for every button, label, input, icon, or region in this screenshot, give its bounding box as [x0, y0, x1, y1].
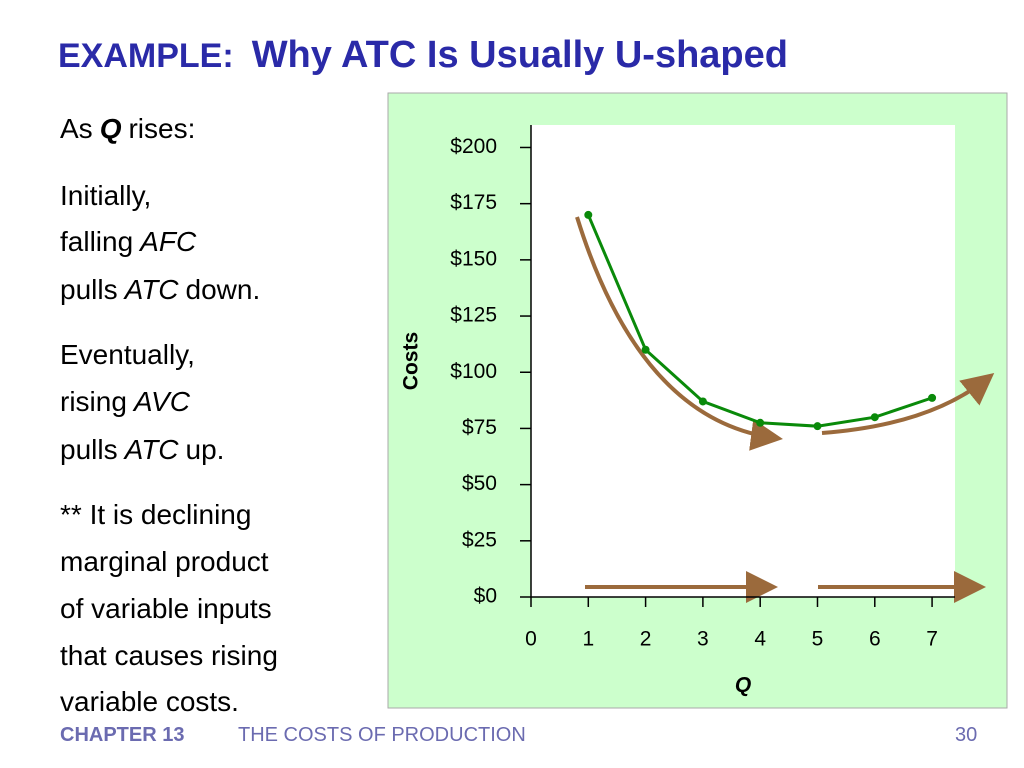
- x-tick-label: 7: [926, 628, 938, 651]
- x-tick-label: 4: [754, 628, 766, 651]
- y-tick-label: $150: [450, 247, 497, 270]
- y-axis-label: Costs: [400, 332, 423, 390]
- body-word: variable costs.: [60, 686, 239, 717]
- body-word: Eventually,: [60, 339, 195, 370]
- body-line: variable costs.: [60, 686, 246, 718]
- marker: [870, 413, 879, 422]
- marker: [641, 345, 650, 354]
- x-tick-label: 5: [812, 628, 824, 651]
- marker: [698, 397, 707, 406]
- body-word: ATC: [124, 274, 179, 305]
- title-text: Why ATC Is Usually U-shaped: [251, 34, 788, 76]
- body-line: pulls ATC down.: [60, 274, 267, 306]
- slide-title: EXAMPLE: Why ATC Is Usually U-shaped: [58, 34, 788, 77]
- marker: [756, 418, 765, 427]
- marker: [584, 210, 593, 219]
- body-word: pulls: [60, 434, 118, 465]
- body-line: falling AFC: [60, 226, 203, 258]
- body-word: AFC: [140, 226, 197, 257]
- body-line: ** It is declining: [60, 499, 258, 531]
- body-word: Q: [99, 113, 122, 144]
- y-tick-label: $25: [462, 528, 497, 551]
- body-word: of variable inputs: [60, 593, 272, 624]
- x-tick-label: 0: [525, 628, 537, 651]
- x-tick-label: 3: [697, 628, 709, 651]
- x-axis-label: Q: [735, 674, 751, 697]
- title-prefix: EXAMPLE:: [58, 37, 234, 75]
- body-word: ** It is declining: [60, 499, 252, 530]
- page-number: 30: [955, 724, 978, 746]
- body-word: down.: [185, 274, 261, 305]
- y-tick-label: $0: [474, 585, 497, 608]
- y-tick-label: $50: [462, 472, 497, 495]
- marker: [928, 393, 937, 402]
- afc-arrow: [575, 216, 783, 451]
- body-word: pulls: [60, 274, 118, 305]
- body-line: Initially,: [60, 180, 158, 212]
- body-word: marginal product: [60, 546, 269, 577]
- marker: [813, 422, 822, 431]
- x-tick-label: 6: [869, 628, 881, 651]
- body-word: rising: [60, 386, 127, 417]
- body-word: AVC: [133, 386, 190, 417]
- body-line: of variable inputs: [60, 593, 279, 625]
- body-word: falling: [60, 226, 134, 257]
- body-word: rises:: [128, 113, 196, 144]
- body-word: up.: [185, 434, 225, 465]
- body-line: Eventually,: [60, 339, 202, 371]
- body-line: pulls ATC up.: [60, 434, 231, 466]
- y-tick-label: $75: [462, 416, 497, 439]
- y-tick-label: $125: [450, 304, 497, 327]
- x-tick-label: 2: [640, 628, 652, 651]
- y-tick-label: $100: [450, 360, 497, 383]
- body-word: Initially,: [60, 180, 152, 211]
- avc-arrow: [821, 372, 995, 435]
- body-line: that causes rising: [60, 640, 285, 672]
- plot-area: [531, 125, 955, 597]
- body-word: that causes rising: [60, 640, 278, 671]
- body-line: marginal product: [60, 546, 276, 578]
- footer-chapter: CHAPTER 13: [60, 724, 185, 746]
- y-tick-label: $200: [450, 135, 497, 158]
- footer-title: THE COSTS OF PRODUCTION: [238, 724, 526, 746]
- x-tick-label: 1: [582, 628, 594, 651]
- body-line: rising AVC: [60, 386, 197, 418]
- y-tick-label: $175: [450, 191, 497, 214]
- body-word: As: [60, 113, 93, 144]
- body-word: ATC: [124, 434, 179, 465]
